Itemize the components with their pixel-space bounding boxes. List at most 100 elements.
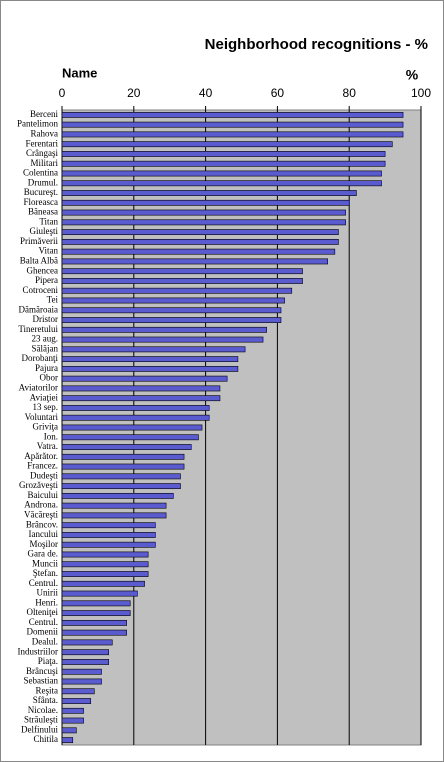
y-tick-label: Berceni [30,109,58,119]
y-tick-label: Piaţa. [38,656,58,666]
bar [61,707,84,714]
bar [61,268,303,275]
y-tick-label: Cotroceni [23,285,59,295]
bar [61,111,404,118]
bar [61,698,92,704]
x-tick-label: 0 [59,86,66,100]
bar [61,444,192,450]
bar [61,248,336,255]
bar [61,424,203,431]
bar [61,463,185,470]
y-tick-label: Ghencea [27,265,58,275]
bar [61,688,95,695]
bar [61,170,382,177]
y-tick-label: Muncii [32,558,58,568]
y-tick-label: Apărător. [24,451,58,461]
bar [61,141,393,148]
bar [61,590,138,597]
bar [61,385,221,392]
x-axis-label: % [406,67,419,83]
y-tick-label: Dorobanţi [22,353,59,363]
bar [61,571,149,577]
y-tick-label: Sălăjan [32,343,59,353]
bar [61,580,145,587]
x-tick-label: 40 [199,86,213,100]
bar [61,151,386,157]
bar [61,287,293,294]
y-tick-label: Baicului [28,490,59,500]
x-tick-label: 80 [343,86,357,100]
bar [61,551,149,558]
bar [61,346,246,353]
y-tick-label: Griviţa [33,422,59,432]
bar [61,297,285,304]
bar [61,600,131,607]
y-tick-label: Văcăreşti [24,509,58,519]
y-tick-label: Androna. [24,500,58,510]
y-tick-label: Dudeşti [30,470,58,480]
y-tick-label: Aviatorilor [19,382,58,392]
bar [61,336,264,343]
bar [61,668,102,675]
y-tick-label: Ştefan. [33,568,58,578]
y-tick-label: Giuleşti [30,226,59,236]
bar [61,395,221,402]
bar [61,219,346,226]
x-tick-label: 100 [411,86,431,100]
bar [61,512,167,519]
bar [61,405,210,411]
bar [61,199,350,206]
bar [61,532,156,538]
x-tick-label: 20 [127,86,141,100]
bar [61,659,109,665]
bar [61,326,267,333]
y-tick-label: Nicolae. [28,705,58,715]
bar [61,453,185,460]
y-tick-label: Vitan [39,246,59,256]
y-tick-label: Grozăveşti [19,480,58,490]
bar [61,160,386,167]
bar [61,229,339,236]
y-tick-label: Gara de. [28,549,58,559]
y-tick-label: Unirii [37,588,59,598]
bar [61,209,346,216]
bar [61,307,282,314]
y-tick-label: Aviaţiei [30,392,59,402]
y-tick-label: Primăverii [20,236,58,246]
y-tick-label: Pipera [35,275,58,285]
bar [61,278,303,284]
bar [61,121,404,128]
y-tick-label: Drumul. [28,177,58,187]
bar [61,365,239,372]
bar [61,180,382,187]
y-tick-label: Floreasca [24,197,58,207]
y-tick-label: Dămăroaia [19,304,58,314]
y-tick-label: Obor [40,373,59,383]
x-tick-label: 60 [271,86,285,100]
y-tick-label: Tineretului [18,324,58,334]
y-tick-label: Balta Albă [20,255,58,265]
y-tick-label: Vatra. [37,441,58,451]
bar [61,238,339,245]
y-tick-label: Titan [39,216,58,226]
bar [61,737,74,744]
y-tick-label: Centrul. [29,578,58,588]
y-tick-label: 13 sep. [33,402,59,412]
y-tick-label: Ion. [44,431,58,441]
bar [61,434,199,441]
bar [61,317,282,323]
y-tick-label: Pantelimon [17,119,58,129]
y-tick-label: Pajura [35,363,58,373]
y-tick-label: Dristor [33,314,59,324]
y-tick-label: Colentina [23,168,58,178]
y-tick-label: Henri. [35,597,58,607]
bar [61,492,174,499]
y-tick-label: Rahova [31,128,59,138]
y-tick-label: Ferentari [26,138,59,148]
bar [61,678,102,685]
y-tick-label: Străuleşti [24,715,58,725]
bar [61,639,113,646]
y-tick-label: Francez. [27,461,58,471]
y-tick-label: Brâncuşi [26,666,58,676]
